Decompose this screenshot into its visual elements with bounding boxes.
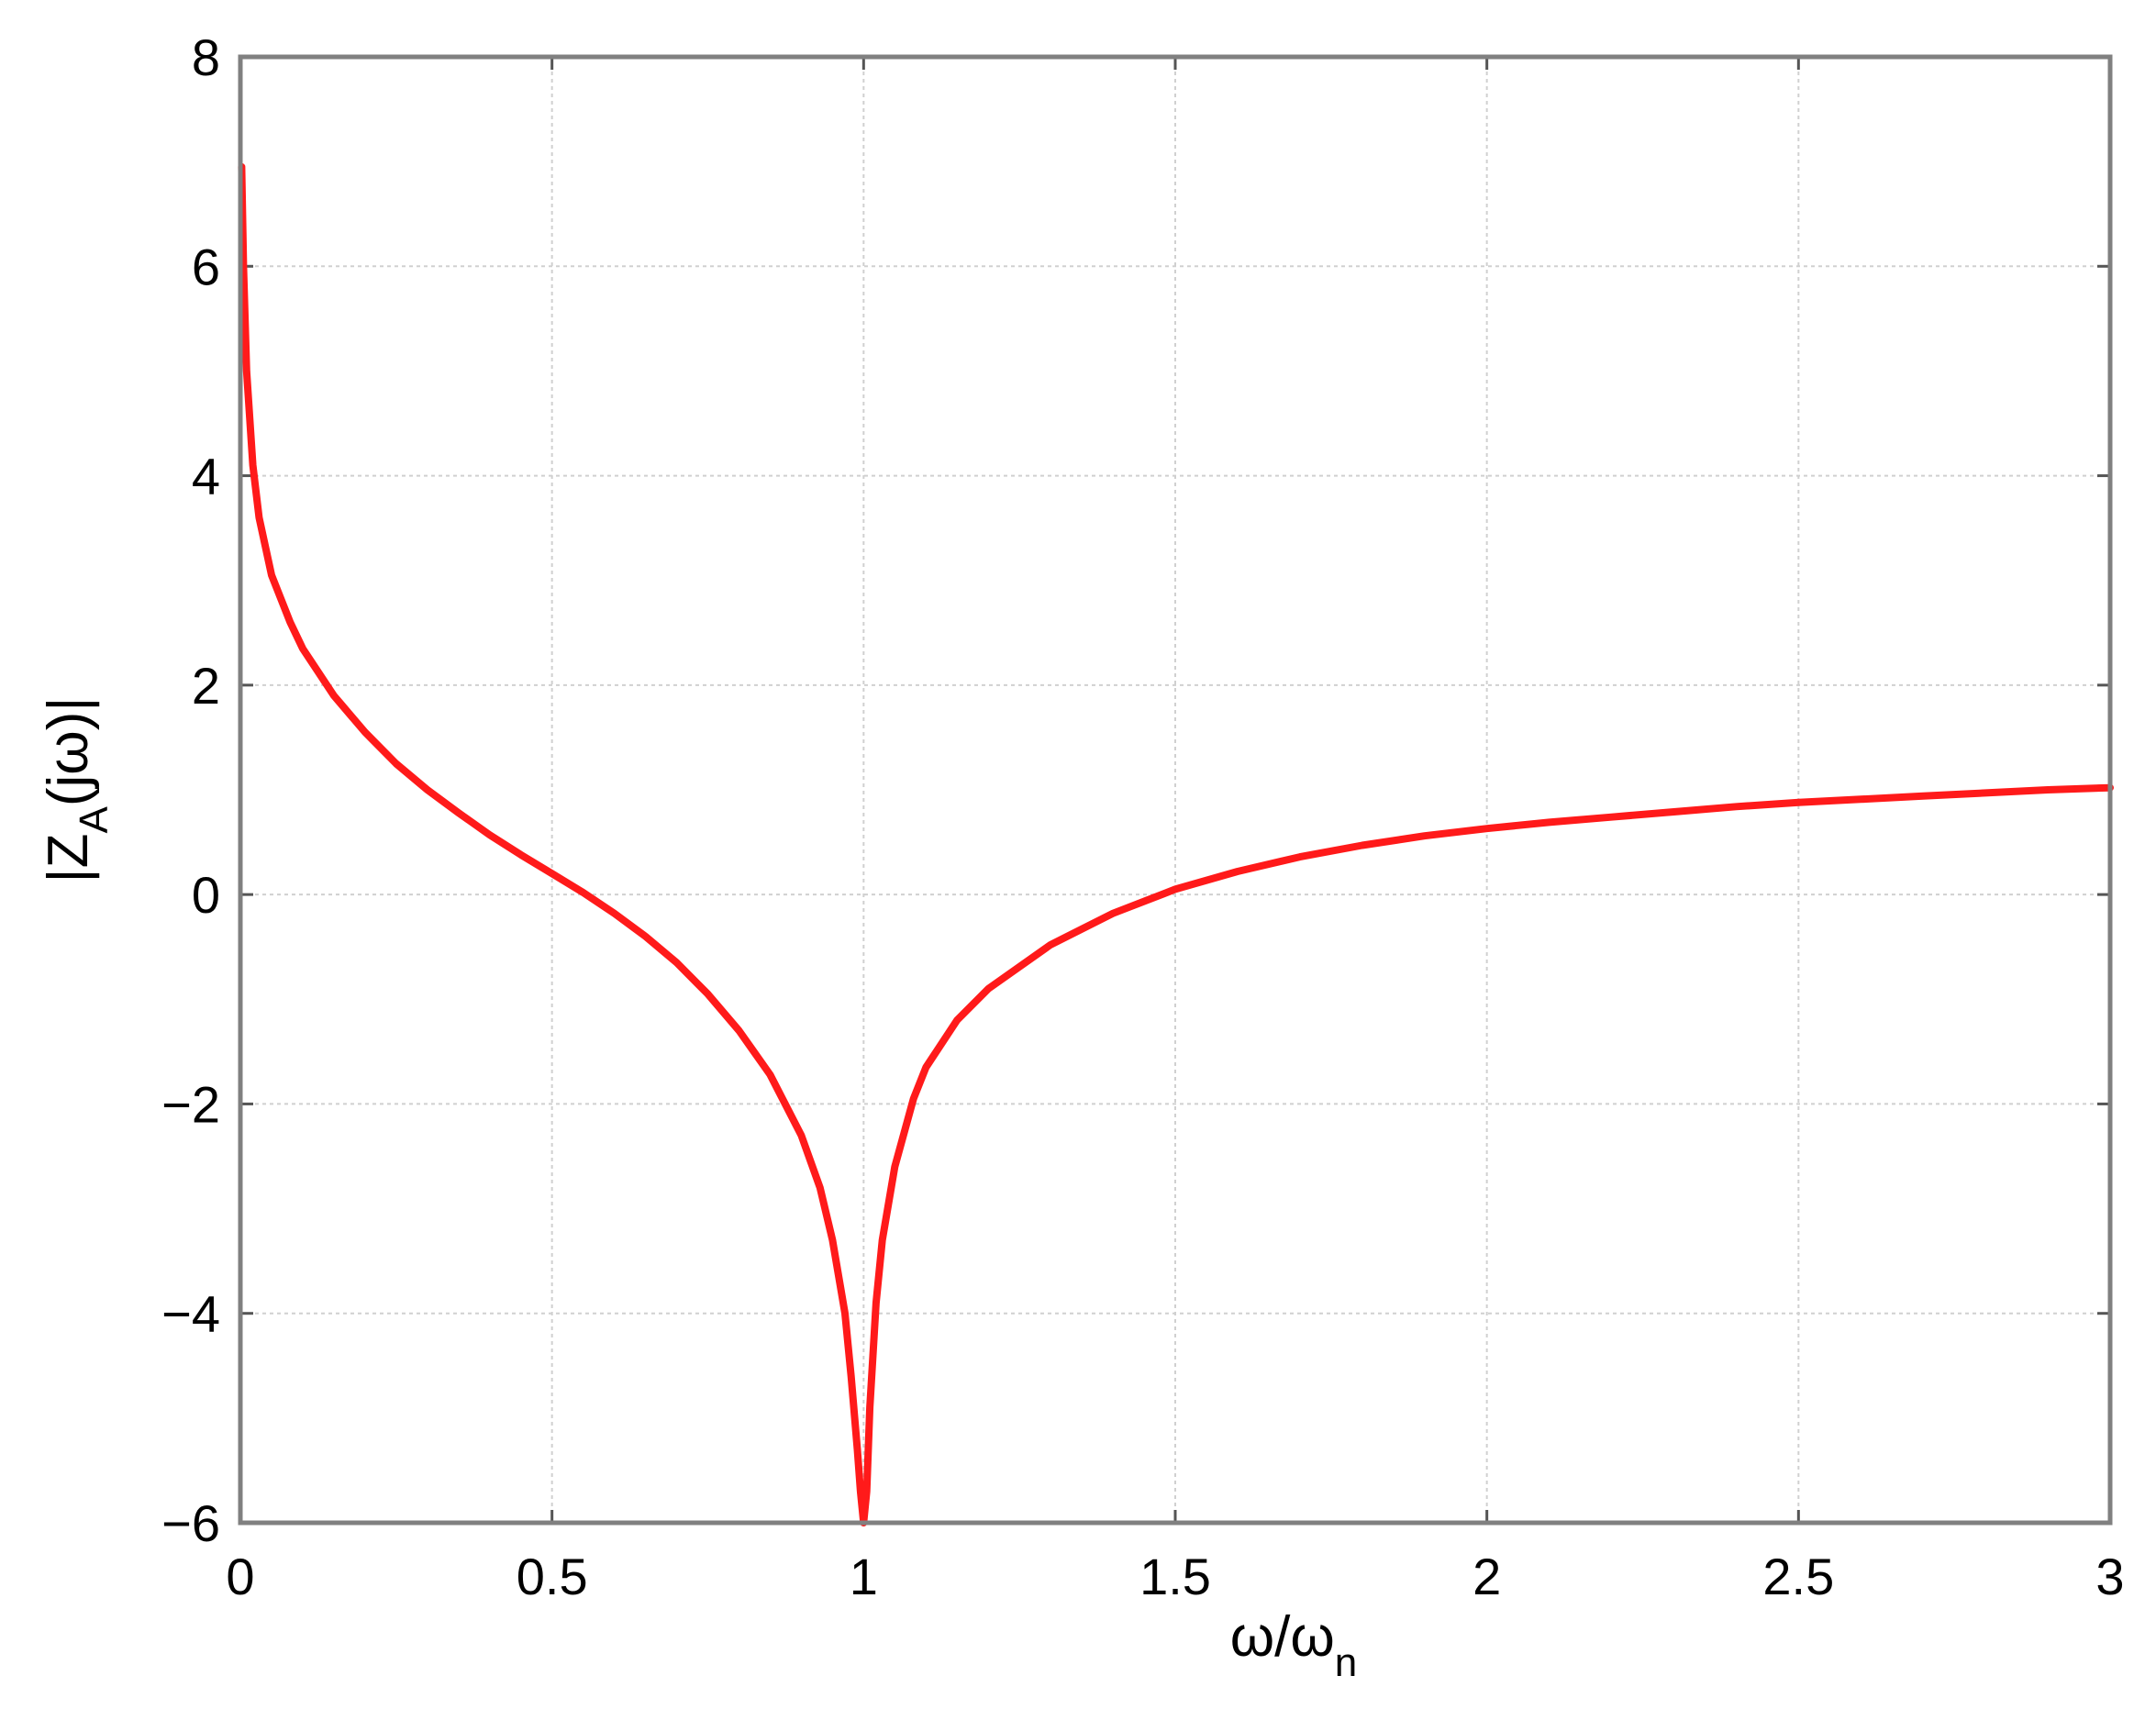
x-tick-label: 1.5 bbox=[1139, 1548, 1211, 1605]
x-tick-label: 2 bbox=[1473, 1548, 1501, 1605]
y-tick-label: 4 bbox=[192, 448, 220, 505]
plot-frame bbox=[238, 54, 2113, 1526]
grid bbox=[240, 57, 2110, 1523]
y-tick-label: 0 bbox=[192, 866, 220, 924]
x-tick-label: 3 bbox=[2095, 1548, 2124, 1605]
y-tick-label: 6 bbox=[192, 238, 220, 295]
x-tick-label: 0 bbox=[226, 1548, 254, 1605]
y-tick-label: −6 bbox=[161, 1494, 220, 1552]
y-axis-label: |ZA(jω)| bbox=[37, 697, 117, 883]
x-tick-label: 1 bbox=[850, 1548, 878, 1605]
y-tick-label: −2 bbox=[161, 1075, 220, 1133]
tick-labels: 0 0.5 1 1.5 2 2.5 3 −6 −4 −2 0 2 4 6 8 bbox=[161, 28, 2124, 1605]
x-tick-label: 2.5 bbox=[1762, 1548, 1834, 1605]
series-line bbox=[238, 162, 2114, 1526]
x-axis-label: ω/ωn bbox=[1230, 1605, 1358, 1685]
y-tick-label: −4 bbox=[161, 1285, 220, 1343]
x-tick-label: 0.5 bbox=[517, 1548, 588, 1605]
y-tick-label: 8 bbox=[192, 28, 220, 86]
series-group bbox=[238, 162, 2114, 1526]
y-tick-label: 2 bbox=[192, 657, 220, 715]
